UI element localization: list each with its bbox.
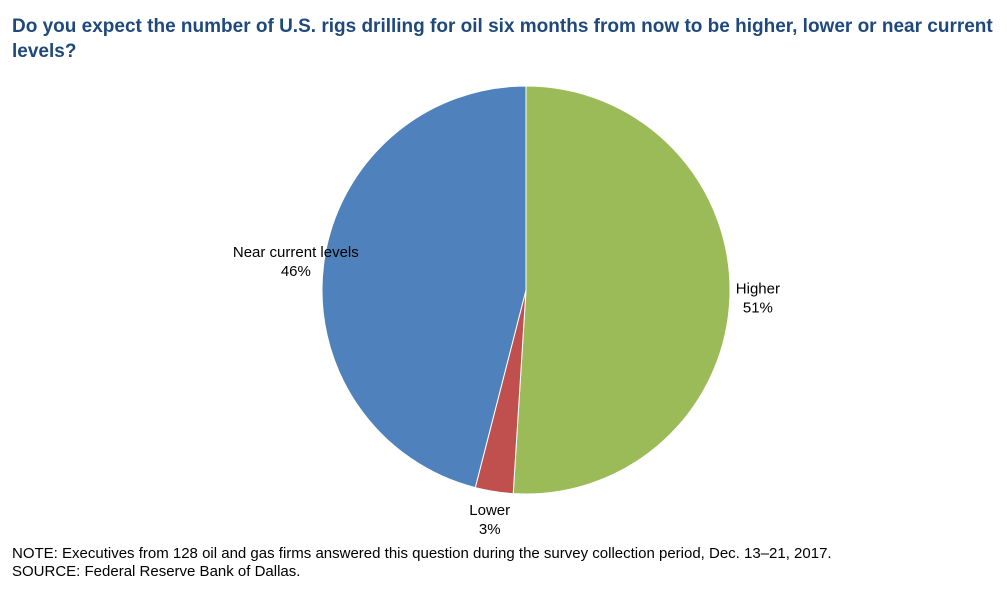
slice-label-near-current-levels: Near current levels 46%: [233, 244, 359, 280]
note-text: NOTE: Executives from 128 oil and gas fi…: [12, 545, 832, 562]
source-text: SOURCE: Federal Reserve Bank of Dallas.: [12, 563, 301, 580]
slice-label-value: 46%: [281, 263, 311, 280]
pie-slice-near-current-levels: [321, 85, 527, 489]
slice-label-value: 3%: [479, 521, 501, 538]
pie-chart: Higher 51% Lower 3% Near current levels 46%: [233, 85, 780, 538]
slice-label-value: 51%: [743, 299, 773, 316]
pie-slice-higher: [512, 85, 731, 495]
pie-labels: Higher 51% Lower 3% Near current levels 46%: [233, 244, 780, 538]
chart-title: Do you expect the number of U.S. rigs dr…: [12, 16, 993, 62]
pie-slices: [321, 85, 731, 495]
slice-label-name: Lower: [469, 502, 510, 519]
slice-label-name: Higher: [736, 280, 780, 297]
slice-label-higher: Higher 51%: [736, 280, 780, 316]
slice-label-lower: Lower 3%: [469, 502, 510, 538]
chart-footer: NOTE: Executives from 128 oil and gas fi…: [12, 545, 997, 581]
slice-label-name: Near current levels: [233, 244, 359, 261]
